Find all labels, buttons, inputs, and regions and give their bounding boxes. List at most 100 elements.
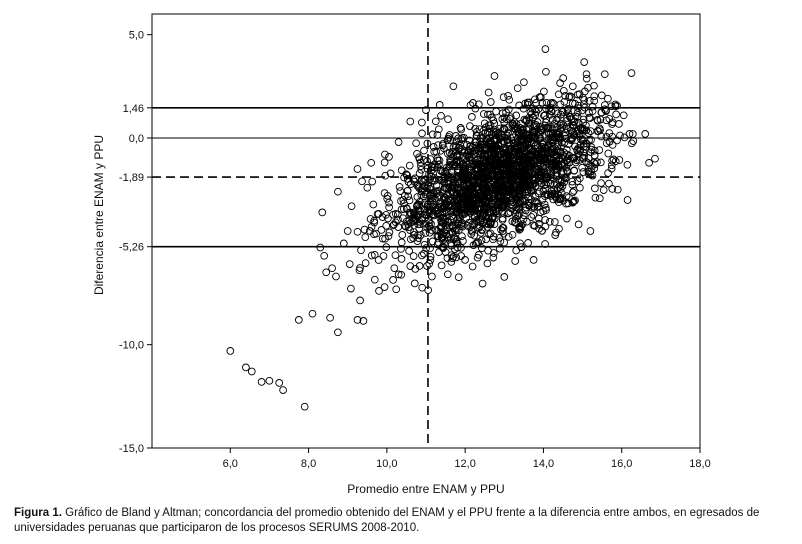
data-point — [465, 151, 473, 160]
data-point — [576, 183, 584, 192]
data-point — [508, 217, 517, 226]
data-point — [480, 159, 489, 168]
data-point — [472, 146, 481, 154]
data-point — [560, 97, 569, 106]
data-point — [525, 113, 533, 122]
data-point — [547, 107, 556, 116]
data-point — [358, 177, 366, 186]
data-point-outlier — [320, 251, 329, 260]
data-point — [500, 238, 509, 247]
data-point — [472, 200, 481, 209]
data-points — [226, 45, 659, 411]
data-point — [484, 110, 492, 119]
data-point — [570, 197, 578, 206]
data-point — [485, 214, 493, 223]
data-point — [454, 217, 463, 226]
data-point — [493, 183, 501, 191]
data-point — [604, 149, 613, 158]
data-point — [442, 207, 451, 216]
data-point — [465, 136, 474, 145]
data-point — [423, 157, 431, 166]
data-point — [527, 213, 536, 221]
data-point — [475, 125, 484, 134]
data-point — [383, 194, 392, 203]
data-point-outlier — [469, 99, 477, 107]
data-point — [397, 245, 405, 253]
data-point — [494, 201, 503, 209]
data-point — [588, 107, 597, 116]
data-point — [457, 243, 465, 252]
data-point-outlier — [428, 272, 436, 281]
data-point — [374, 256, 383, 264]
data-point — [474, 238, 483, 247]
data-point — [525, 178, 534, 187]
data-point — [504, 209, 513, 218]
data-point-outlier — [461, 256, 469, 264]
data-point — [593, 116, 602, 125]
data-point — [381, 171, 390, 180]
data-point — [458, 189, 466, 198]
data-point — [590, 151, 599, 160]
data-point — [420, 146, 428, 155]
data-point — [615, 120, 623, 128]
data-point — [523, 187, 532, 196]
data-point — [557, 189, 566, 198]
data-point — [507, 144, 516, 153]
data-point-outlier — [422, 106, 430, 114]
data-point — [489, 145, 497, 154]
data-point — [428, 162, 437, 171]
data-point — [554, 138, 563, 147]
data-point — [515, 127, 523, 136]
data-point — [412, 211, 421, 220]
data-point — [541, 216, 549, 224]
data-point — [424, 178, 432, 187]
data-point — [498, 224, 507, 232]
data-point — [441, 194, 450, 202]
data-point — [525, 144, 533, 153]
data-point — [608, 156, 616, 165]
data-point — [556, 79, 564, 87]
data-point — [537, 139, 546, 147]
data-point — [382, 210, 390, 219]
data-point — [445, 179, 453, 188]
data-point — [437, 111, 445, 120]
data-point — [597, 179, 605, 187]
data-point — [510, 118, 519, 126]
data-point — [381, 234, 389, 243]
data-point — [441, 168, 449, 176]
data-point — [578, 135, 587, 144]
data-point — [446, 216, 455, 224]
data-point — [499, 93, 508, 102]
data-point — [541, 111, 549, 120]
data-point — [602, 139, 611, 147]
data-point-outlier — [265, 376, 274, 385]
data-point — [385, 203, 393, 212]
data-point — [532, 122, 541, 131]
data-point — [444, 134, 453, 143]
data-point — [498, 194, 507, 203]
data-point — [486, 98, 495, 106]
data-point — [595, 146, 604, 154]
data-point — [477, 214, 486, 223]
data-point — [554, 129, 563, 138]
data-point-outlier — [394, 138, 403, 146]
x-tick-label: 8,0 — [301, 458, 316, 470]
data-point — [524, 168, 533, 176]
data-point — [497, 182, 506, 190]
data-point-outlier — [394, 270, 403, 279]
data-point — [459, 237, 467, 245]
data-point-outlier — [345, 260, 354, 268]
data-point — [540, 200, 549, 209]
data-point — [593, 158, 601, 166]
data-point — [586, 114, 594, 123]
data-point-outlier — [490, 72, 499, 80]
data-point — [414, 231, 422, 240]
data-point — [373, 210, 382, 218]
data-point — [370, 275, 379, 284]
data-point — [540, 87, 548, 96]
data-point — [498, 216, 507, 224]
data-point — [620, 133, 629, 142]
data-point — [368, 177, 377, 186]
data-point — [539, 140, 548, 149]
y-tick-label: -1,89 — [119, 172, 144, 184]
